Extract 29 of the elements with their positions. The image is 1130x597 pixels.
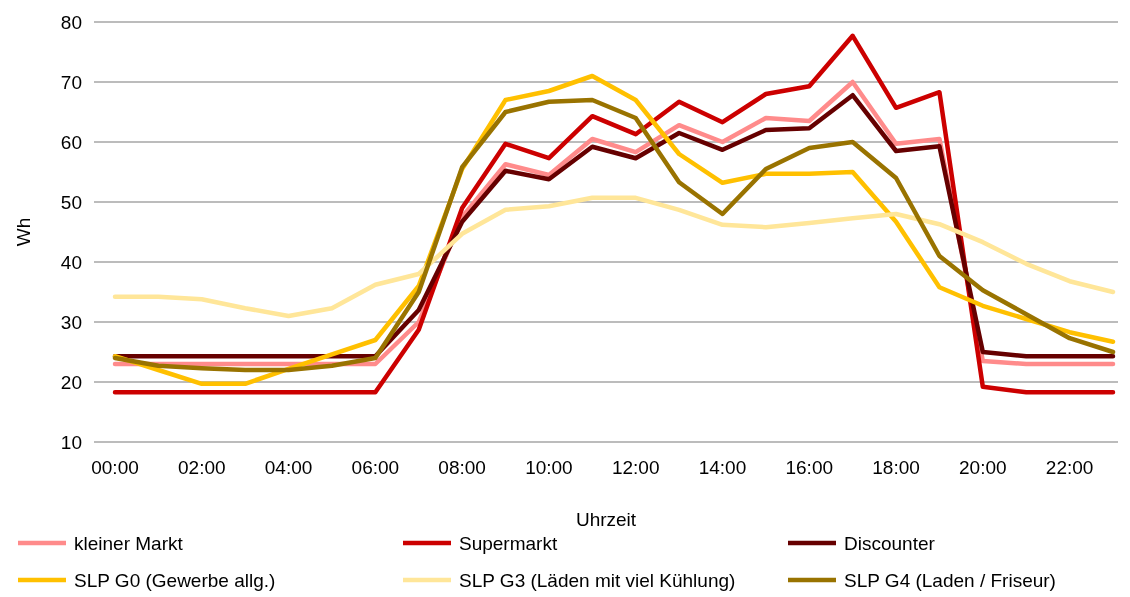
y-tick-label: 70: [60, 71, 82, 93]
x-tick-label: 14:00: [698, 457, 747, 478]
y-tick-label: 40: [60, 251, 82, 273]
line-series: [112, 195, 1116, 319]
legend-label: SLP G3 (Läden mit viel Kühlung): [459, 569, 736, 591]
y-tick-label: 30: [60, 311, 82, 333]
x-tick-label: 06:00: [351, 457, 400, 478]
legend-label: SLP G4 (Laden / Friseur): [844, 569, 1056, 591]
legend-label: kleiner Markt: [74, 532, 184, 554]
y-tick-label: 50: [60, 191, 82, 213]
legend-label: Supermarkt: [459, 532, 558, 554]
y-tick-label: 10: [60, 431, 82, 453]
x-tick-label: 16:00: [785, 457, 834, 478]
x-tick-label: 02:00: [178, 457, 226, 478]
y-tick-label: 20: [60, 371, 82, 393]
legend-label: SLP G0 (Gewerbe allg.): [74, 569, 276, 591]
x-tick-label: 10:00: [525, 457, 573, 478]
x-tick-label: 08:00: [438, 457, 486, 478]
x-tick-label: 22:00: [1045, 457, 1094, 478]
x-axis-title: Uhrzeit: [575, 509, 637, 530]
y-tick-label: 80: [60, 11, 82, 33]
x-tick-label: 12:00: [611, 457, 660, 478]
legend-label: Discounter: [844, 532, 936, 554]
x-tick-label: 00:00: [91, 457, 139, 478]
y-tick-label: 60: [60, 131, 82, 153]
x-tick-label: 20:00: [959, 457, 1007, 478]
y-axis-title: Wh: [13, 217, 34, 247]
x-tick-label: 18:00: [872, 457, 920, 478]
x-tick-label: 04:00: [264, 457, 313, 478]
